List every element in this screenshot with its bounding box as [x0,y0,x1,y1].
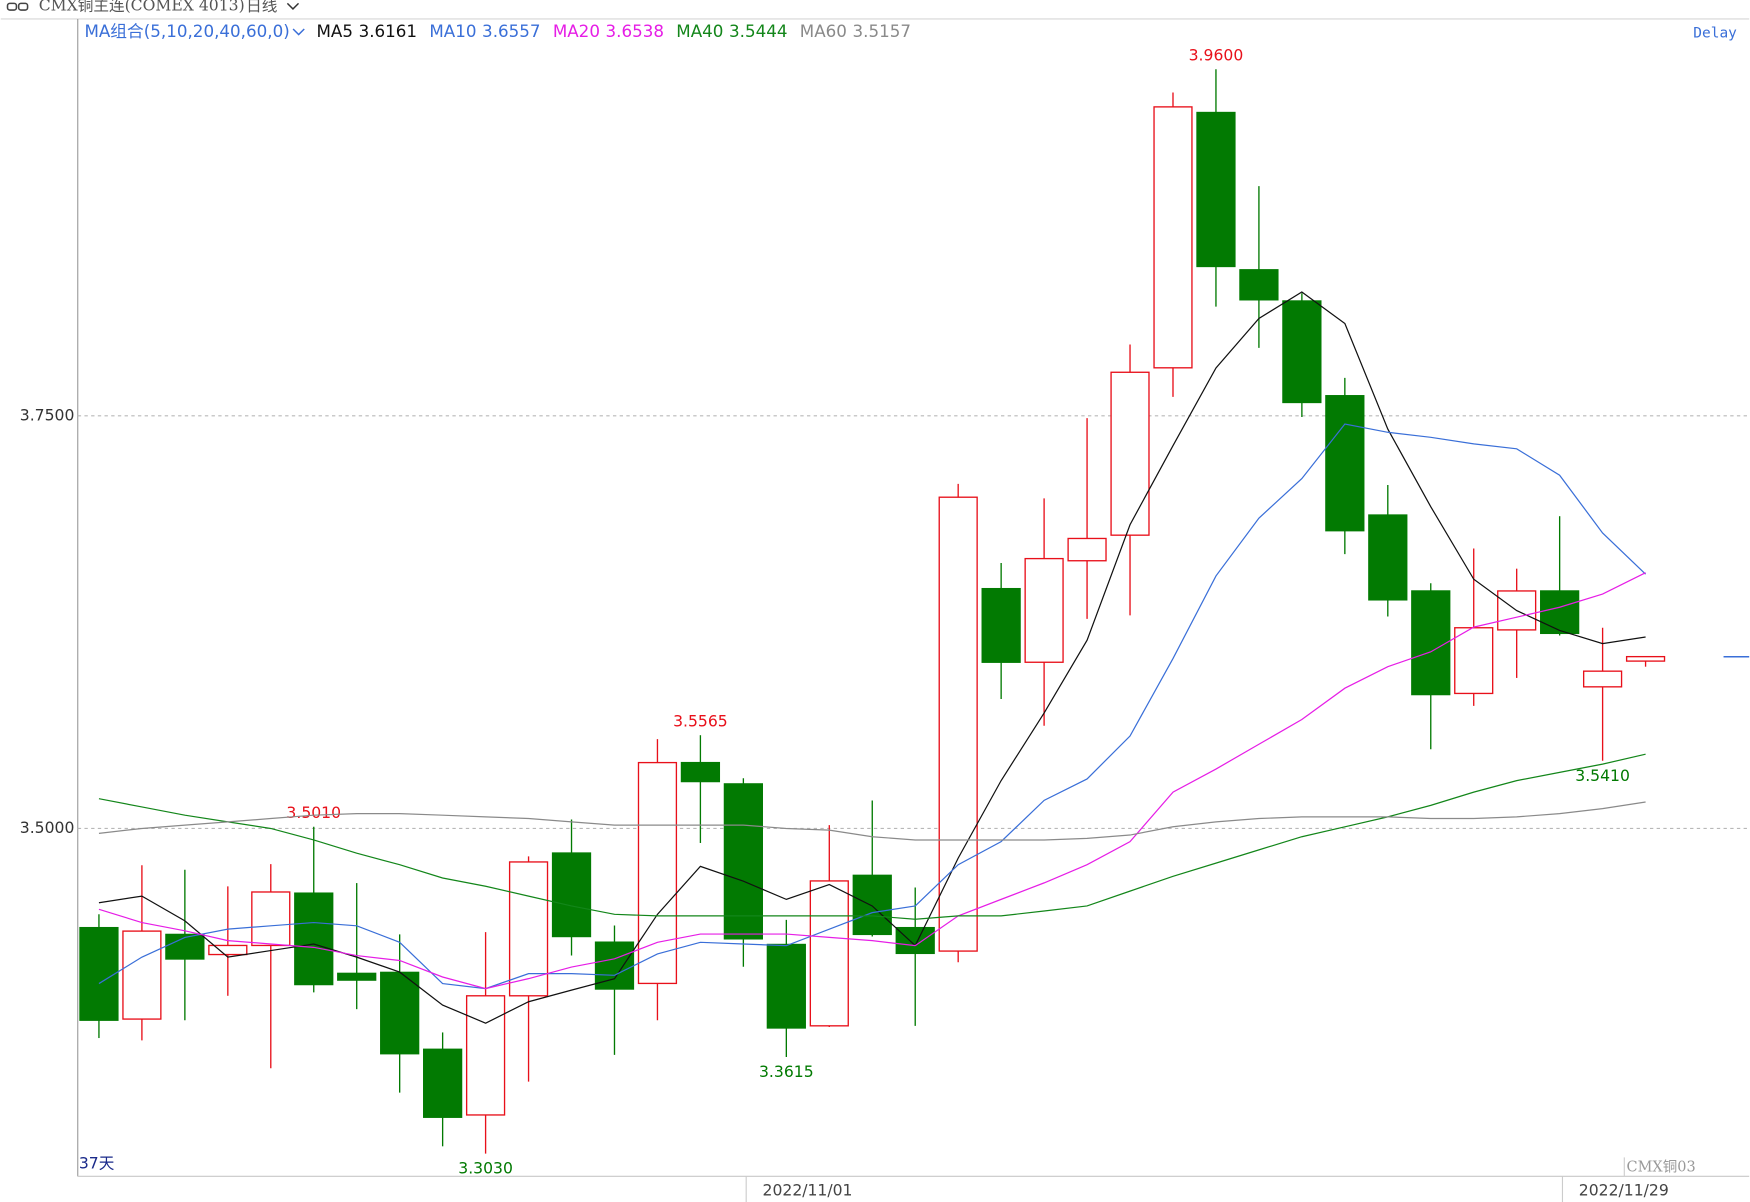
x-tick-label: 2022/11/29 [1579,1181,1669,1199]
legend-value: 3.5444 [729,21,788,41]
legend-name: MA5 [317,21,354,41]
candle-body [79,926,119,1021]
candle-body [337,972,377,981]
source-label: CMX铜03 [1627,1158,1696,1175]
x-tick-label: 2022/11/01 [763,1181,853,1199]
candle-body [508,861,549,997]
candle-body [1196,111,1236,268]
candle-body [251,891,291,947]
dropdown-arrow[interactable] [286,2,300,10]
low-label: 3.5410 [1575,767,1630,785]
candle-body [895,926,935,955]
candle-body [122,930,162,1020]
legend: MA组合(5,10,20,40,60,0) MA5 3.6161 MA10 3.6557… [84,21,911,41]
candle-body [1282,300,1322,404]
candle-body [852,874,892,936]
ma-line [98,291,1646,1024]
candle-body [465,995,506,1116]
candle-body [1625,655,1666,662]
candle-body [423,1048,463,1118]
y-tick-label: 3.7500 [20,406,75,424]
delay-status: Delay [1693,25,1737,41]
high-label: 3.9600 [1189,46,1244,64]
candle-body [723,783,763,940]
legend-name: MA10 [429,21,476,41]
candle-body [1110,371,1150,536]
day-count: 37天 [79,1155,115,1173]
candle-body [680,761,721,783]
legend-value: 3.6161 [359,21,418,41]
candle-body [208,944,248,956]
candle-body [1153,106,1193,369]
period-dropdown[interactable]: 日线 [246,0,278,15]
candle-body [938,496,978,952]
candle-body [766,943,806,1029]
symbol: CMX铜主连(COMEX 4013) [39,0,245,15]
candle-body [1454,627,1494,695]
ma-line [98,801,1646,841]
candle-body [981,587,1021,663]
high-label: 3.5010 [286,804,341,822]
candle-body [294,892,334,986]
legend-value: 3.6557 [482,21,541,41]
legend-name: MA60 [800,21,847,41]
candle-body [809,880,849,1027]
link-icon [6,2,29,11]
low-label: 3.3615 [759,1063,814,1081]
candle-body [1325,395,1365,532]
ma-line [98,423,1647,990]
candle-body [1067,537,1107,562]
legend-name: MA40 [676,21,723,41]
legend-value: 3.6538 [606,21,665,41]
legend-value: 3.5157 [853,21,912,41]
candle-body [551,852,592,938]
legend-name: MA20 [553,21,600,41]
y-tick-label: 3.5000 [20,819,75,837]
ma-group[interactable]: MA组合(5,10,20,40,60,0) [84,21,289,41]
high-label: 3.5565 [673,712,728,730]
candle-body [165,933,205,960]
candle-body [1582,670,1623,688]
candle-body [1368,514,1408,601]
candle-body [1540,590,1580,635]
candle-body [1024,557,1064,663]
low-label: 3.3030 [458,1160,513,1178]
candle-body [380,971,420,1055]
candle-body [594,941,635,990]
ma-line [98,572,1646,990]
ma-group-arrow [292,28,305,36]
candle-body [1411,590,1451,696]
candle-body [1239,269,1279,301]
